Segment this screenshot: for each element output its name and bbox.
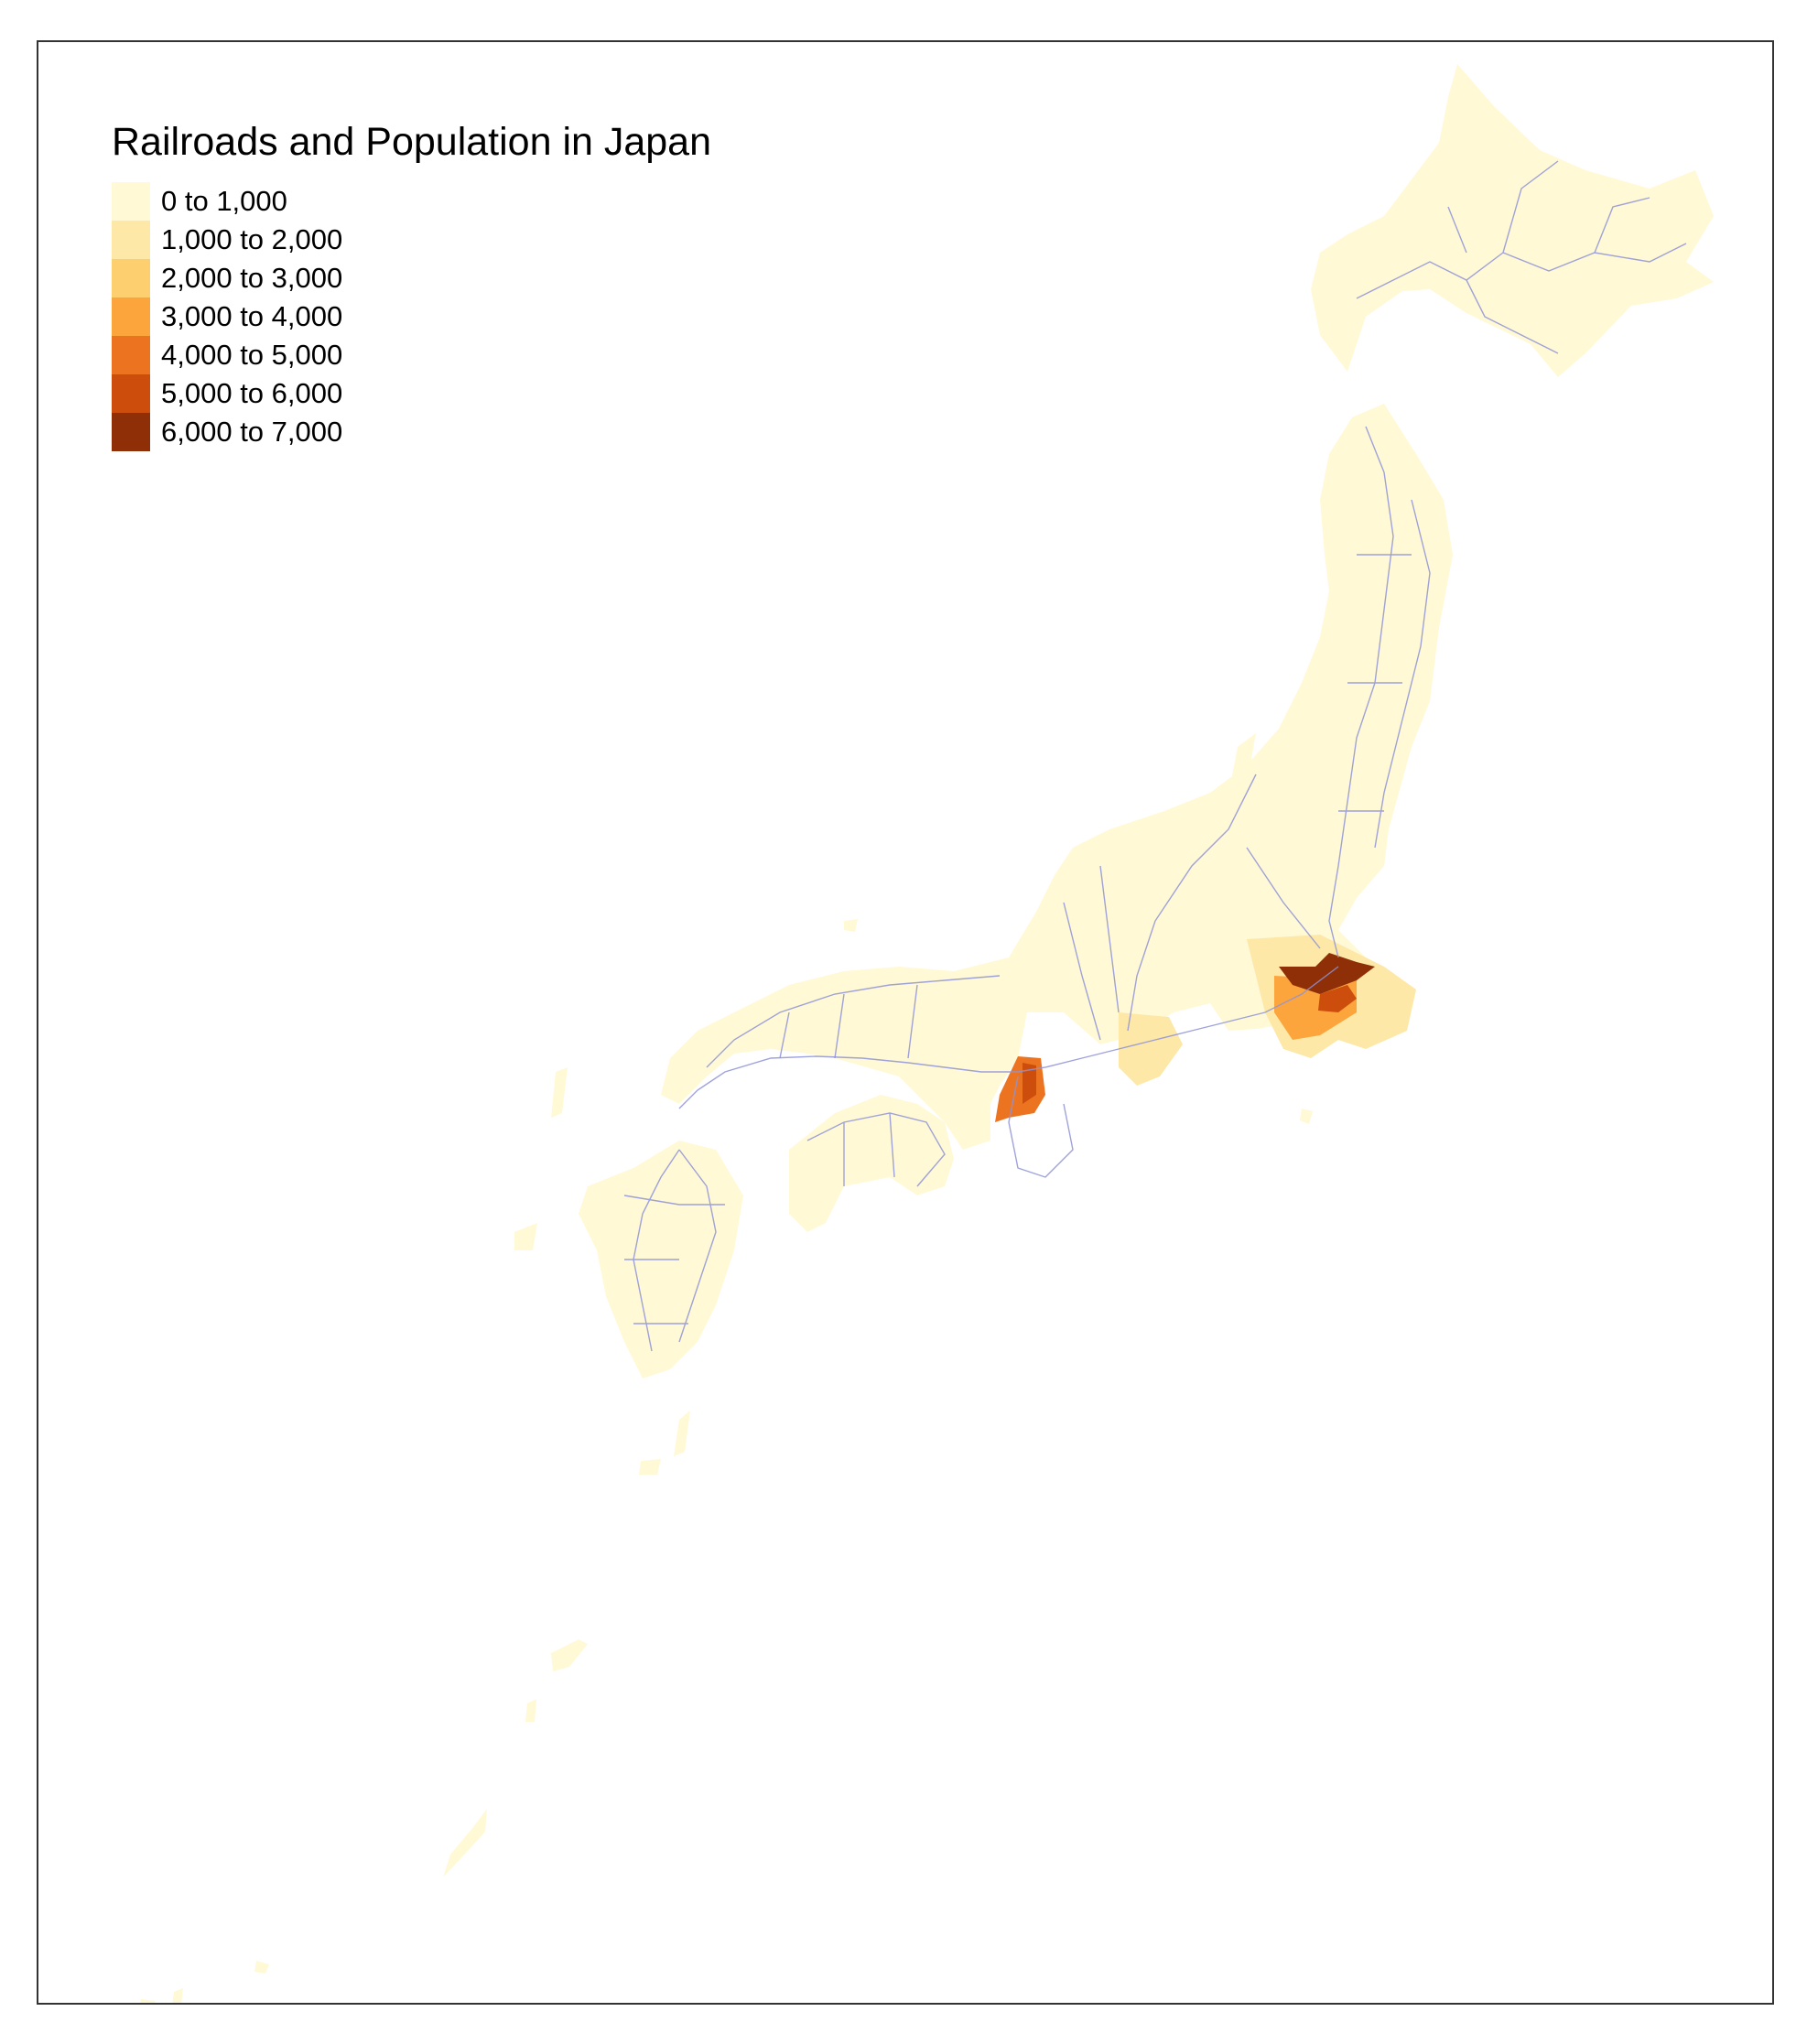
legend-item: 6,000 to 7,000	[112, 413, 711, 452]
awaji-island	[952, 1086, 968, 1113]
tanegashima-island	[674, 1411, 690, 1456]
legend-label: 6,000 to 7,000	[161, 416, 343, 449]
rishiri-island	[1453, 90, 1463, 104]
population-cells	[995, 935, 1416, 1122]
yaeyama-island	[140, 1988, 183, 2003]
sado-island	[1230, 733, 1256, 785]
amami-island	[551, 1639, 588, 1671]
railroad-sanin	[706, 975, 1001, 1068]
legend-item: 3,000 to 4,000	[112, 297, 711, 337]
railroad-lines	[623, 160, 1687, 1352]
tokyo-metro-core	[1279, 953, 1375, 994]
railroad-hokkaido	[1356, 160, 1687, 354]
railroad-kii	[1008, 1076, 1074, 1178]
legend-label: 4,000 to 5,000	[161, 339, 343, 372]
japan-map	[140, 64, 1714, 2003]
legend-label: 0 to 1,000	[161, 185, 287, 218]
legend-swatch	[112, 374, 150, 414]
legend-item: 0 to 1,000	[112, 182, 711, 222]
railroad-kyushu	[623, 1149, 725, 1352]
legend-item: 5,000 to 6,000	[112, 374, 711, 414]
miyako-island	[254, 1961, 269, 1974]
map-frame: Railroads and Population in Japan 0 to 1…	[37, 40, 1774, 2005]
legend-swatch	[112, 182, 150, 222]
goto-island	[514, 1223, 537, 1250]
osaka-metro-core	[1023, 1063, 1036, 1104]
legend-label: 1,000 to 2,000	[161, 223, 343, 256]
map-legend: Railroads and Population in Japan 0 to 1…	[112, 120, 712, 452]
oki-island	[844, 919, 858, 932]
nagoya-metro	[1119, 1012, 1183, 1086]
izu-island	[1300, 1109, 1313, 1124]
tokunoshima-island	[525, 1699, 536, 1722]
legend-label: 2,000 to 3,000	[161, 262, 343, 295]
railroad-shikoku	[806, 1112, 946, 1187]
legend-swatch	[112, 413, 150, 452]
yakushima-island	[639, 1459, 661, 1475]
legend-item: 1,000 to 2,000	[112, 221, 711, 260]
okinawa-island	[443, 1809, 487, 1877]
legend-swatch	[112, 336, 150, 375]
map-title: Railroads and Population in Japan	[112, 120, 712, 164]
legend-swatch	[112, 221, 150, 260]
legend-item: 4,000 to 5,000	[112, 336, 711, 375]
legend-swatch	[112, 259, 150, 298]
railroad-chubu	[1063, 773, 1321, 1041]
legend-label: 5,000 to 6,000	[161, 377, 343, 410]
tsushima-island	[551, 1067, 568, 1118]
legend-label: 3,000 to 4,000	[161, 300, 343, 333]
tokyo-metro-inner	[1318, 985, 1357, 1012]
shikoku-island	[789, 1095, 954, 1232]
legend-item: 2,000 to 3,000	[112, 259, 711, 298]
railroad-tokaido	[678, 966, 1339, 1109]
legend-swatch	[112, 297, 150, 337]
legend-items: 0 to 1,000 1,000 to 2,000 2,000 to 3,000 3,…	[112, 182, 711, 452]
railroad-tohoku	[1328, 426, 1431, 958]
